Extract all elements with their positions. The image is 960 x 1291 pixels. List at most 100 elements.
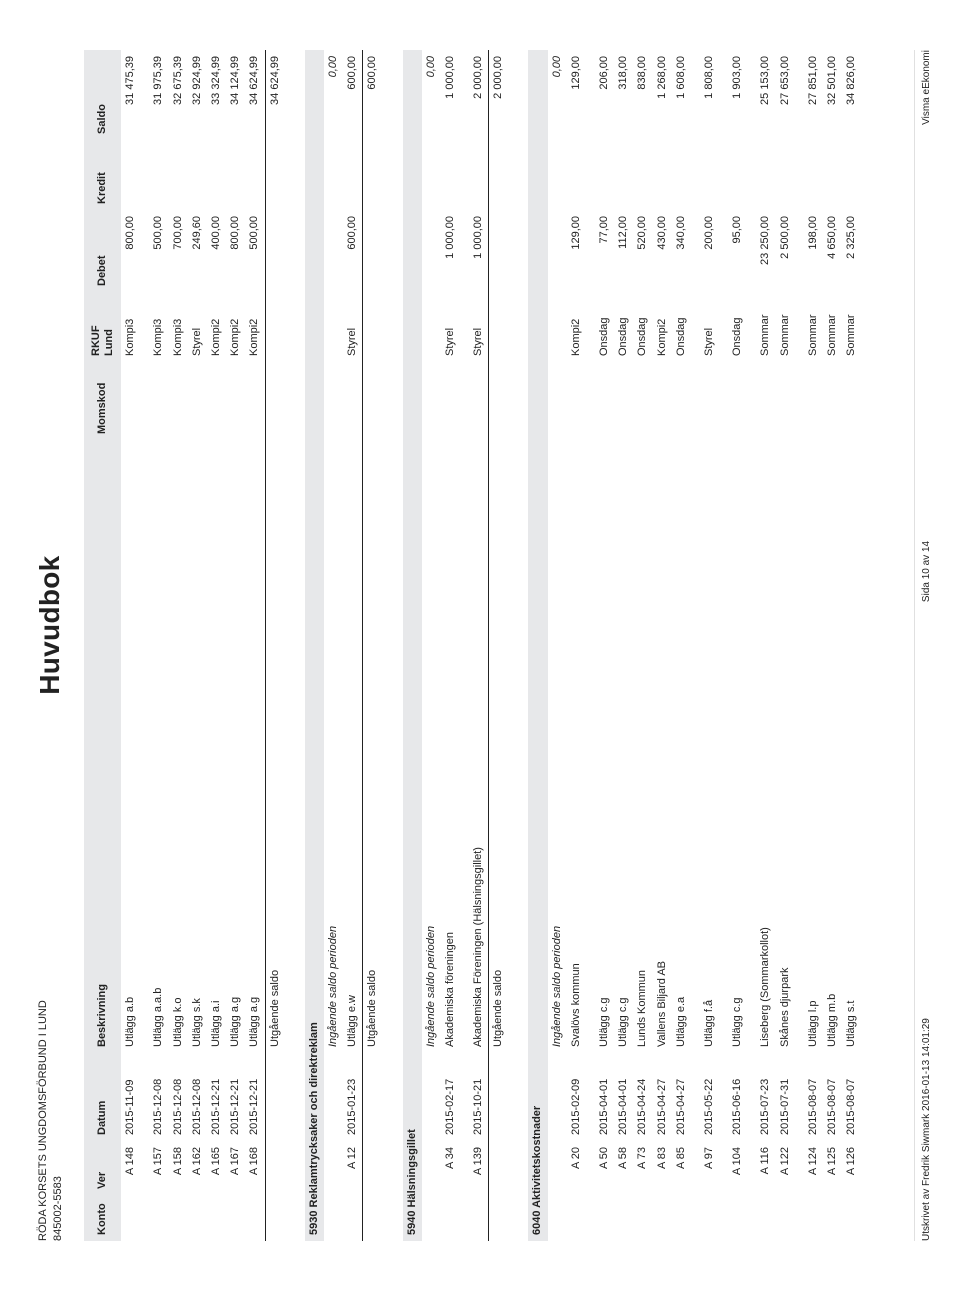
cell-debet: 500,00 bbox=[245, 210, 265, 292]
cell-kredit bbox=[469, 140, 489, 210]
incoming-label: Ingående saldo perioden bbox=[324, 440, 343, 1053]
cell-beskrivning: Utlägg m.b bbox=[823, 440, 842, 1053]
cell-beskrivning: Utlägg c.g bbox=[728, 440, 747, 1053]
org-number: 845002-5583 bbox=[51, 1000, 66, 1241]
cell-konto bbox=[226, 1195, 245, 1241]
section-gap bbox=[285, 50, 305, 1241]
cell-datum: 2015-04-01 bbox=[614, 1053, 633, 1141]
org-block: RÖDA KORSETS UNGDOMSFÖRBUND I LUND 84500… bbox=[36, 1000, 66, 1241]
cell-lund: Onsdag bbox=[728, 292, 747, 362]
col-ver: Ver bbox=[84, 1141, 121, 1195]
section-gap bbox=[383, 50, 403, 1241]
cell-saldo: 1 903,00 bbox=[728, 50, 747, 140]
cell-saldo: 838,00 bbox=[633, 50, 652, 140]
cell-momskod bbox=[149, 362, 168, 440]
cell-datum: 2015-04-01 bbox=[595, 1053, 614, 1141]
cell-debet: 340,00 bbox=[672, 210, 691, 292]
cell-konto bbox=[245, 1195, 265, 1241]
cell-konto bbox=[343, 1195, 363, 1241]
cell-saldo: 33 324,99 bbox=[207, 50, 226, 140]
cell-lund: Kompi3 bbox=[169, 292, 188, 362]
cell-momskod bbox=[595, 362, 614, 440]
col-lund-line2: Lund bbox=[103, 329, 115, 356]
cell-lund: Onsdag bbox=[633, 292, 652, 362]
cell-beskrivning: Utlägg e.w bbox=[343, 440, 363, 1053]
cell-ver: A 97 bbox=[700, 1141, 719, 1195]
cell-saldo: 27 851,00 bbox=[804, 50, 823, 140]
col-kredit: Kredit bbox=[84, 140, 121, 210]
cell-momskod bbox=[207, 362, 226, 440]
cell-lund: Sommar bbox=[823, 292, 842, 362]
cell-momskod bbox=[842, 362, 861, 440]
cell-datum: 2015-06-16 bbox=[728, 1053, 747, 1141]
table-row: A 1482015-11-09Utlägg a.bKompi3800,0031 … bbox=[121, 50, 140, 1241]
cell-lund: Kompi2 bbox=[567, 292, 586, 362]
cell-saldo: 1 608,00 bbox=[672, 50, 691, 140]
cell-debet: 800,00 bbox=[121, 210, 140, 292]
table-row: A 1042015-06-16Utlägg c.g Onsdag95,00 1 90… bbox=[728, 50, 747, 1241]
cell-lund: Onsdag bbox=[595, 292, 614, 362]
table-row: A 582015-04-01Utlägg c.gOnsdag112,00318,… bbox=[614, 50, 633, 1241]
cell-ver: A 34 bbox=[441, 1141, 460, 1195]
col-debet: Debet bbox=[84, 210, 121, 292]
cell-debet: 95,00 bbox=[728, 210, 747, 292]
cell-momskod bbox=[441, 362, 460, 440]
table-row: A 732015-04-24Lunds KommunOnsdag520,0083… bbox=[633, 50, 652, 1241]
cell-lund: Kompi2 bbox=[226, 292, 245, 362]
cell-kredit bbox=[441, 140, 460, 210]
cell-ver: A 167 bbox=[226, 1141, 245, 1195]
cell-datum: 2015-12-21 bbox=[226, 1053, 245, 1141]
cell-ver: A 165 bbox=[207, 1141, 226, 1195]
cell-datum: 2015-12-21 bbox=[245, 1053, 265, 1141]
cell-saldo: 34 826,00 bbox=[842, 50, 861, 140]
cell-datum: 2015-12-08 bbox=[149, 1053, 168, 1141]
page-header: RÖDA KORSETS UNGDOMSFÖRBUND I LUND 84500… bbox=[36, 50, 66, 1241]
cell-lund: Sommar bbox=[756, 292, 775, 362]
cell-saldo: 31 475,39 bbox=[121, 50, 140, 140]
cell-ver: A 162 bbox=[188, 1141, 207, 1195]
cell-beskrivning: Akademiska Föreningen (Hälsningsgillet) bbox=[469, 440, 489, 1053]
cell-ver: A 139 bbox=[469, 1141, 489, 1195]
outgoing-balance-row: Utgående saldo34 624,99 bbox=[265, 50, 285, 1241]
cell-datum: 2015-10-21 bbox=[469, 1053, 489, 1141]
cell-ver: A 148 bbox=[121, 1141, 140, 1195]
outgoing-label: Utgående saldo bbox=[265, 440, 285, 1053]
cell-beskrivning: Liseberg (Sommarkollot) bbox=[756, 440, 775, 1053]
cell-saldo: 32 675,39 bbox=[169, 50, 188, 140]
cell-lund: Styrel bbox=[343, 292, 363, 362]
cell-lund: Sommar bbox=[776, 292, 795, 362]
col-lund-line1: RKUF bbox=[90, 325, 102, 356]
cell-lund: Sommar bbox=[804, 292, 823, 362]
outgoing-balance-row: Utgående saldo600,00 bbox=[363, 50, 383, 1241]
group-gap bbox=[460, 50, 469, 1241]
cell-beskrivning: Utlägg a.a.b bbox=[149, 440, 168, 1053]
outgoing-value: 600,00 bbox=[363, 50, 383, 140]
col-datum: Datum bbox=[84, 1053, 121, 1141]
cell-momskod bbox=[653, 362, 672, 440]
cell-debet: 2 325,00 bbox=[842, 210, 861, 292]
cell-datum: 2015-02-17 bbox=[441, 1053, 460, 1141]
cell-konto bbox=[469, 1195, 489, 1241]
cell-debet: 198,00 bbox=[804, 210, 823, 292]
cell-konto bbox=[672, 1195, 691, 1241]
cell-saldo: 32 924,99 bbox=[188, 50, 207, 140]
cell-kredit bbox=[595, 140, 614, 210]
cell-konto bbox=[633, 1195, 652, 1241]
table-row: A 122015-01-23Utlägg e.wStyrel600,00600,… bbox=[343, 50, 363, 1241]
cell-datum: 2015-12-21 bbox=[207, 1053, 226, 1141]
cell-datum: 2015-02-09 bbox=[567, 1053, 586, 1141]
cell-momskod bbox=[169, 362, 188, 440]
cell-momskod bbox=[823, 362, 842, 440]
cell-konto bbox=[728, 1195, 747, 1241]
table-row: A 1242015-08-07Utlägg l.pSommar198,0027 … bbox=[804, 50, 823, 1241]
cell-debet: 200,00 bbox=[700, 210, 719, 292]
cell-ver: A 104 bbox=[728, 1141, 747, 1195]
cell-ver: A 85 bbox=[672, 1141, 691, 1195]
incoming-label: Ingående saldo perioden bbox=[548, 440, 567, 1053]
cell-beskrivning: Utlägg f.å bbox=[700, 440, 719, 1053]
table-row: A 1672015-12-21Utlägg a.gKompi2800,0034 … bbox=[226, 50, 245, 1241]
table-row: A 972015-05-22Utlägg f.åStyrel200,001 80… bbox=[700, 50, 719, 1241]
col-saldo: Saldo bbox=[84, 50, 121, 140]
account-header: 5930 Reklamtrycksaker och direktreklam bbox=[305, 50, 324, 1241]
table-row: A 1582015-12-08Utlägg k.oKompi3700,0032 … bbox=[169, 50, 188, 1241]
